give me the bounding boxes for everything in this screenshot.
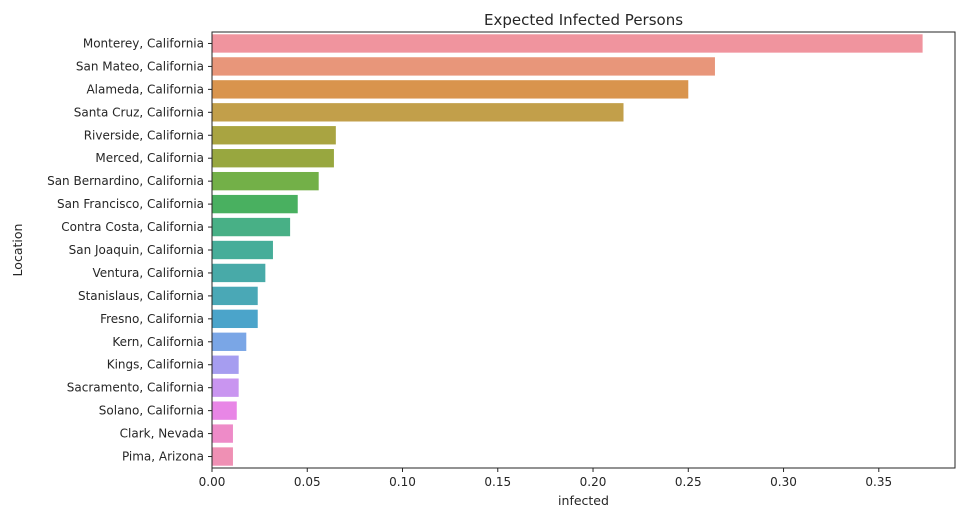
x-tick-label: 0.15: [484, 475, 511, 489]
y-tick-label: Stanislaus, California: [78, 289, 204, 303]
x-tick-label: 0.35: [865, 475, 892, 489]
y-axis-ticks: Monterey, California San Mateo, Californi…: [47, 36, 212, 464]
y-tick-label: Santa Cruz, California: [74, 105, 204, 119]
y-tick-label: Pima, Arizona: [122, 450, 204, 464]
x-tick-label: 0.25: [675, 475, 702, 489]
bars-group: [212, 34, 923, 466]
y-tick-label: Merced, California: [95, 151, 204, 165]
bar: [212, 80, 689, 99]
bar: [212, 240, 273, 260]
x-axis-ticks: 0.00 0.05 0.10 0.15 0.20 0.25 0.30 0.35: [199, 468, 892, 489]
y-tick-label: Riverside, California: [84, 128, 204, 142]
x-tick-label: 0.00: [199, 475, 226, 489]
y-tick-label: Ventura, California: [93, 266, 204, 280]
y-tick-label: San Francisco, California: [57, 197, 204, 211]
y-tick-label: Solano, California: [99, 404, 204, 418]
bar: [212, 309, 258, 329]
bar: [212, 126, 336, 145]
chart-title: Expected Infected Persons: [484, 11, 683, 29]
x-tick-label: 0.30: [770, 475, 797, 489]
bar: [212, 194, 298, 214]
bar: [212, 332, 247, 351]
bar: [212, 424, 233, 443]
y-tick-label: Clark, Nevada: [120, 427, 204, 441]
bar: [212, 447, 233, 466]
bar: [212, 217, 291, 237]
y-tick-label: Kern, California: [112, 335, 204, 349]
x-tick-label: 0.10: [389, 475, 416, 489]
y-tick-label: San Joaquin, California: [69, 243, 204, 257]
x-tick-label: 0.20: [580, 475, 607, 489]
y-tick-label: Kings, California: [107, 358, 204, 372]
bar: [212, 171, 319, 191]
bar: [212, 103, 624, 122]
y-tick-label: Contra Costa, California: [61, 220, 204, 234]
y-tick-label: San Mateo, California: [76, 59, 204, 73]
x-axis-label: infected: [558, 493, 609, 508]
bar: [212, 34, 923, 53]
bar: [212, 149, 334, 168]
y-tick-label: Monterey, California: [83, 36, 204, 50]
bar: [212, 263, 266, 283]
y-axis-label: Location: [10, 224, 25, 277]
plot-frame: [211, 31, 956, 469]
y-tick-label: Alameda, California: [86, 82, 204, 96]
axis-spines: [211, 31, 956, 469]
x-tick-label: 0.05: [294, 475, 321, 489]
bar: [212, 355, 239, 374]
bar: [212, 286, 258, 306]
bar: [212, 57, 715, 76]
bar: [212, 401, 237, 420]
y-tick-label: San Bernardino, California: [47, 174, 204, 188]
y-tick-label: Sacramento, California: [67, 381, 204, 395]
bar: [212, 378, 239, 397]
y-tick-label: Fresno, California: [100, 312, 204, 326]
